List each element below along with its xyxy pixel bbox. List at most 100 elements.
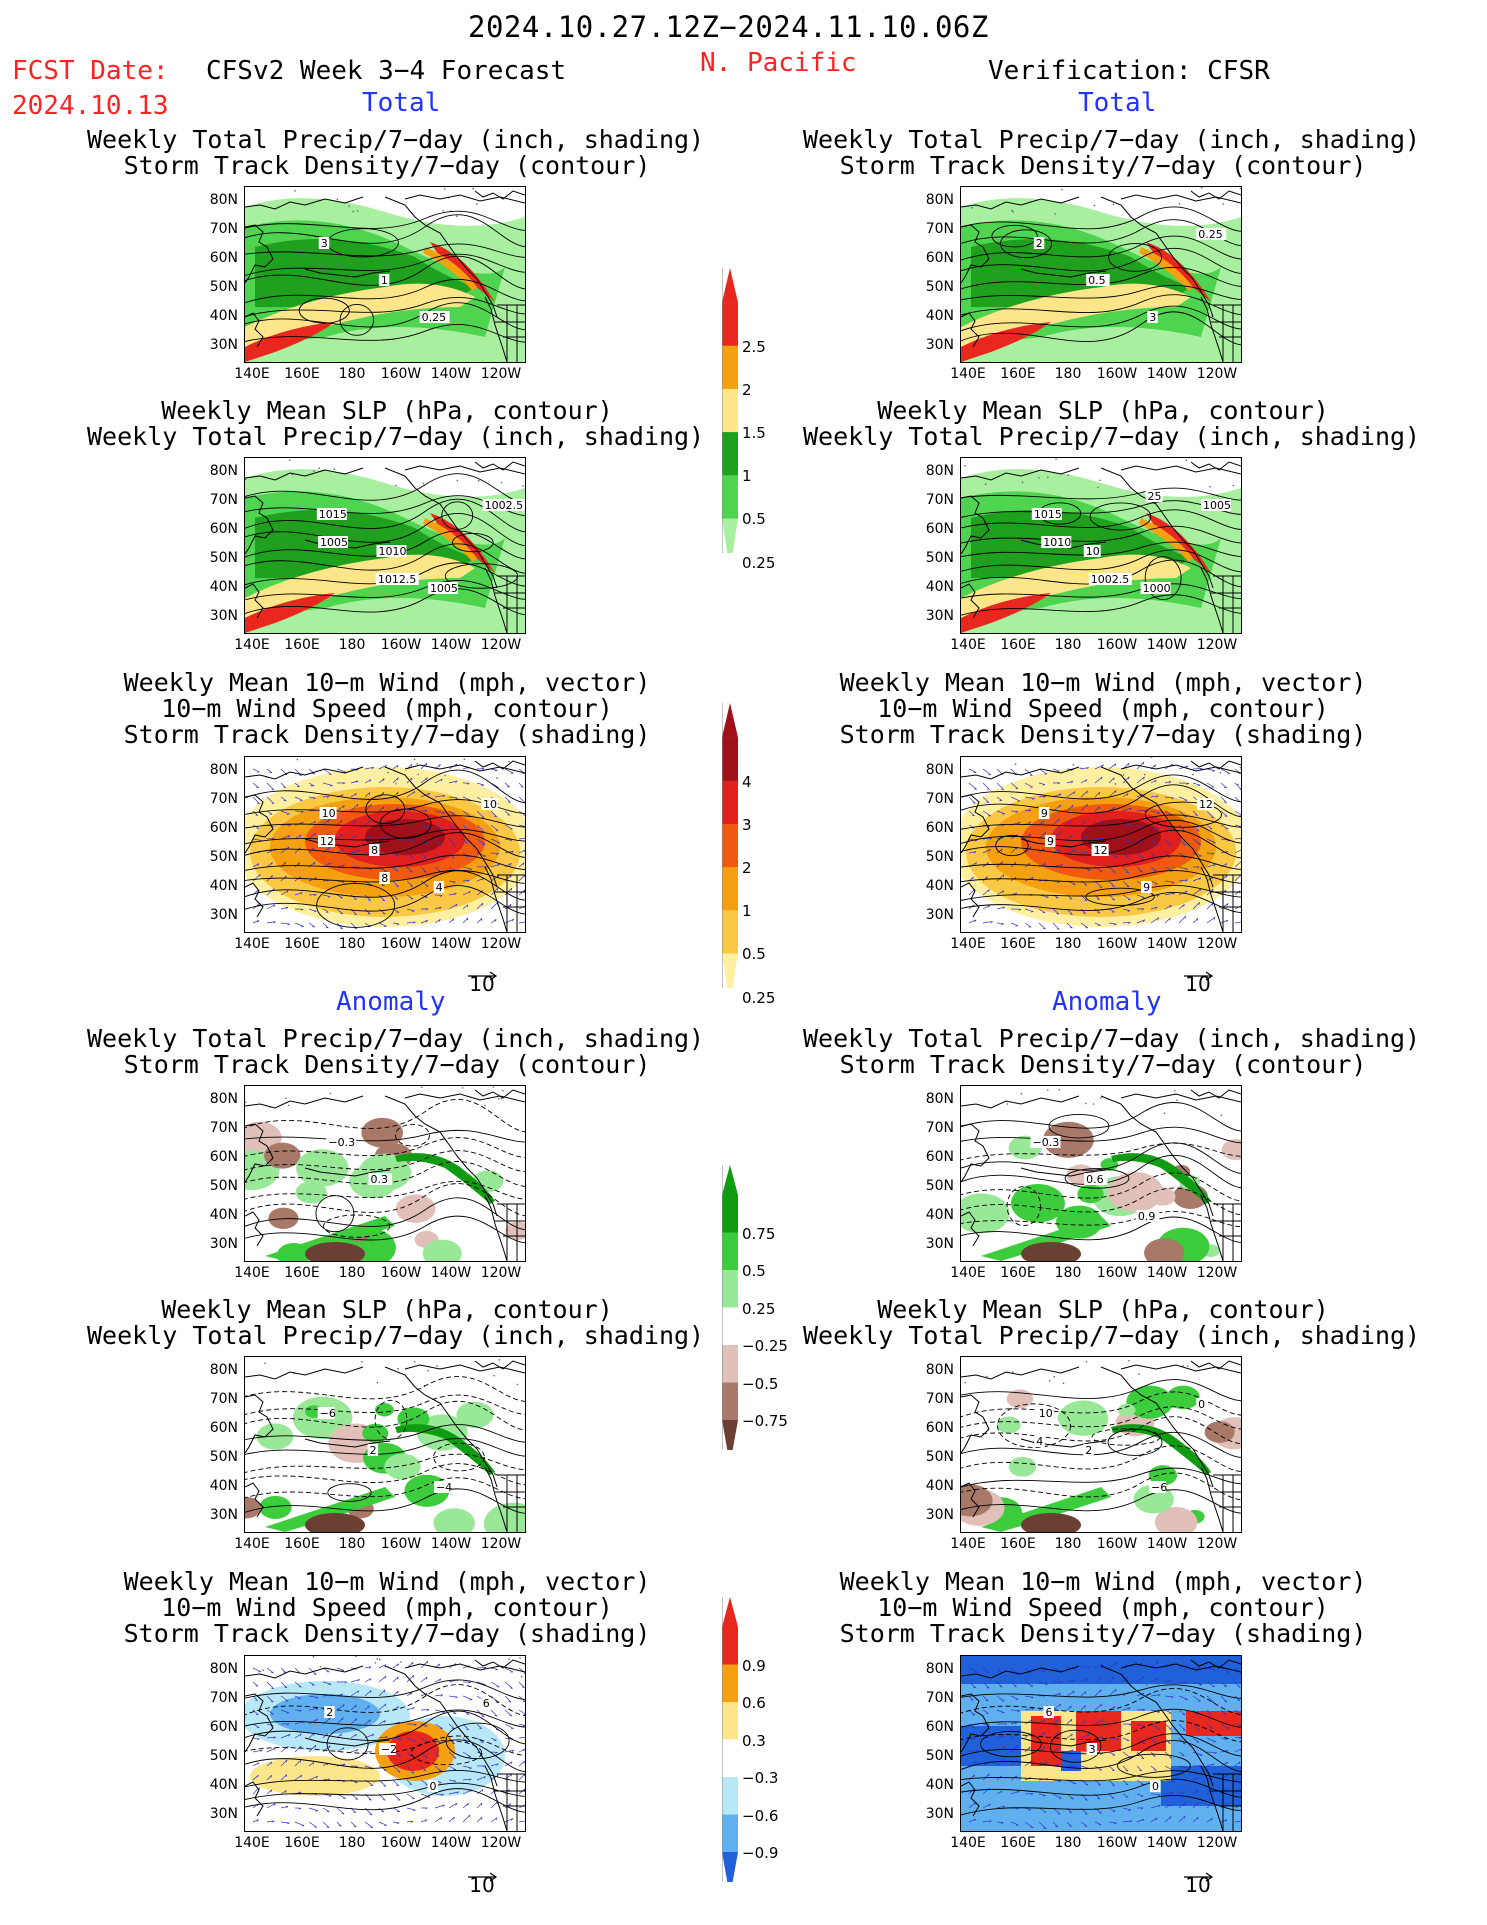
colorbar-tick-label: 2.5 [742,337,766,356]
lon-tick-label: 160E [1000,1265,1036,1281]
lon-tick-label: 120W [1196,936,1238,952]
lon-tick-label: 160W [1096,637,1138,653]
contour-label: 12 [320,835,334,848]
section-anomaly-right: Anomaly [1052,987,1162,1017]
panel-title-line: 10−m Wind Speed (mph, contour) [877,1593,1329,1622]
colorbar-tick-label: 0.25 [742,988,776,1007]
lat-tick-label: 70N [209,1120,238,1136]
lat-tick-label: 60N [925,820,954,836]
map-field: 1015 1010 1005 1002.5 1005 1012.5 [245,458,525,633]
map-field: −0.3 0.6 0.9 [961,1086,1241,1261]
contour-label: −2 [381,1743,397,1756]
contour-label: 1010 [378,545,406,558]
verification-title: Verification: CFSR [988,56,1270,86]
contour-label: 10 [322,807,336,820]
lat-tick-label: 60N [209,1719,238,1735]
lat-tick-label: 40N [925,878,954,894]
lat-tick-label: 40N [209,308,238,324]
lat-tick-label: 50N [209,1449,238,1465]
lon-tick-label: 140E [950,1265,986,1281]
contour-label: 0.25 [1198,228,1223,241]
lat-tick-label: 50N [925,550,954,566]
contour-label: 12 [1094,844,1108,857]
colorbar-tick-label: 1 [742,902,752,921]
contour-label: 9 [1047,835,1054,848]
colorbar-precip_total [722,268,738,571]
lon-tick-label: 180 [338,1835,366,1851]
contour-label: 0 [429,1780,436,1793]
colorbar-tick-label: 2 [742,859,752,878]
colorbar-tick-label: 0.9 [742,1656,766,1675]
fcst-date-label: FCST Date: [12,56,169,86]
lat-tick-label: 50N [925,279,954,295]
colorbar-tick-label: 0.25 [742,553,776,572]
lon-tick-label: 140W [430,1265,472,1281]
map-field: 10 8 4 10 12 8 [245,757,525,932]
lon-tick-label: 180 [338,637,366,653]
contour-label: 1005 [320,536,348,549]
arrow-right-icon [462,1863,502,1882]
lat-tick-label: 50N [209,1178,238,1194]
lat-tick-label: 80N [209,463,238,479]
lat-tick-label: 30N [925,1507,954,1523]
lat-tick-label: 50N [925,849,954,865]
lon-tick-label: 140E [234,366,270,382]
lat-tick-label: 40N [209,878,238,894]
lat-tick-label: 80N [209,192,238,208]
map-field: 2 −2 0 6 [245,1656,525,1831]
contour-label: 1002.5 [485,499,524,512]
lon-tick-label: 120W [1196,1536,1238,1552]
lat-tick-label: 30N [209,1236,238,1252]
lat-tick-label: 30N [925,337,954,353]
lon-tick-label: 160W [380,1536,422,1552]
lon-tick-label: 120W [1196,1265,1238,1281]
lon-tick-label: 180 [1054,1835,1082,1851]
colorbar-tick-label: −0.75 [742,1412,788,1430]
colorbar-tick-label: 0.5 [742,510,766,529]
lat-tick-label: 30N [925,1806,954,1822]
lat-tick-label: 70N [209,492,238,508]
panel-title-line: Weekly Total Precip/7−day (inch, shading… [87,1321,705,1350]
panel-title-line: Weekly Mean 10−m Wind (mph, vector) [123,1567,651,1596]
contour-label: 9 [1041,807,1048,820]
lat-tick-label: 80N [209,1362,238,1378]
panel-title-line: Storm Track Density/7−day (contour) [123,151,651,180]
lon-tick-label: 160W [380,366,422,382]
contour-label: 1010 [1043,536,1071,549]
lon-tick-label: 140W [1146,1536,1188,1552]
colorbar-wind_anom [722,1597,738,1897]
lon-tick-label: 160W [1096,1265,1138,1281]
lon-tick-label: 160E [284,936,320,952]
panel-title-line: Weekly Mean SLP (hPa, contour) [161,1295,613,1324]
lat-tick-label: 80N [925,1091,954,1107]
map-panel: 10 2 −6 0 4 [960,1356,1242,1533]
lat-tick-label: 30N [209,608,238,624]
colorbar-tick-label: 0.25 [742,1299,776,1318]
contour-label: 0.5 [1088,274,1106,287]
panel-title-line: Weekly Mean SLP (hPa, contour) [877,1295,1329,1324]
lat-tick-label: 30N [209,1806,238,1822]
lon-tick-label: 180 [338,1536,366,1552]
lat-tick-label: 40N [925,1478,954,1494]
map-panel: 9 12 9 12 9 [960,756,1242,933]
lat-tick-label: 80N [925,192,954,208]
lat-tick-label: 60N [925,521,954,537]
lat-tick-label: 70N [925,221,954,237]
lat-tick-label: 30N [925,907,954,923]
lon-tick-label: 160W [380,1835,422,1851]
lon-tick-label: 180 [338,366,366,382]
lon-tick-label: 160E [284,1536,320,1552]
contour-label: 3 [1149,311,1156,324]
map-field: −6 2 −4 [245,1357,525,1532]
lon-tick-label: 140W [1146,1835,1188,1851]
panel-title-line: Weekly Mean 10−m Wind (mph, vector) [123,668,651,697]
contour-label: 1000 [1143,582,1171,595]
lon-tick-label: 160E [1000,366,1036,382]
lat-tick-label: 50N [209,279,238,295]
contour-label: 0 [1198,1398,1205,1411]
lon-tick-label: 160W [1096,1835,1138,1851]
lon-tick-label: 120W [1196,637,1238,653]
lon-tick-label: 120W [480,1265,522,1281]
lat-tick-label: 60N [209,1149,238,1165]
contour-label: −0.3 [1033,1136,1060,1149]
